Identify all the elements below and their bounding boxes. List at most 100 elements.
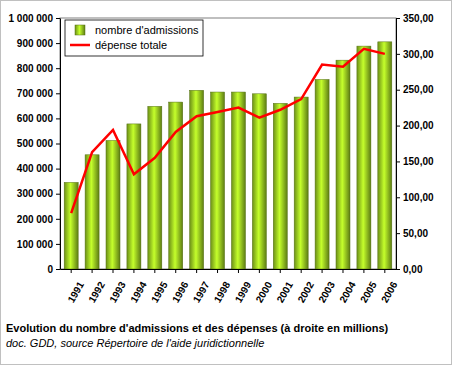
tick-mark [384, 269, 385, 273]
tick-mark [113, 269, 114, 273]
tick: 150,00 [396, 156, 434, 167]
bar [378, 42, 392, 269]
tick-label: 600 000 [17, 113, 54, 124]
legend-box [65, 20, 203, 56]
tick-mark [301, 269, 302, 273]
bar [315, 79, 329, 269]
tick-label: 2003 [316, 279, 337, 304]
legend-label: dépense totale [95, 39, 167, 51]
chart: 0100 000200 000300 000400 000500 000600 … [0, 0, 452, 365]
tick: 200,00 [396, 120, 434, 131]
tick: 2003 [316, 269, 337, 305]
tick-mark [56, 118, 60, 119]
tick-mark [196, 269, 197, 273]
tick: 350,00 [396, 13, 434, 24]
axis-line [396, 19, 397, 270]
legend-label: nombre d'admissions [95, 24, 199, 36]
tick: 2001 [274, 269, 295, 305]
bar [252, 94, 266, 269]
tick: 1994 [128, 269, 149, 305]
tick: 1991 [65, 269, 86, 305]
tick-label: 0 [47, 264, 53, 275]
tick-label: 2004 [337, 279, 358, 304]
tick-mark [396, 126, 400, 127]
tick-mark [71, 269, 72, 273]
tick-label: 1992 [86, 279, 107, 304]
tick-label: 1995 [149, 279, 170, 304]
tick-label: 2002 [295, 279, 316, 304]
tick: 1997 [191, 269, 212, 305]
tick: 800 000 [17, 63, 60, 74]
bar [294, 97, 308, 269]
tick: 2004 [337, 269, 358, 305]
tick-label: 1996 [170, 279, 191, 304]
tick: 2000 [254, 269, 275, 305]
tick: 2005 [358, 269, 379, 305]
tick-label: 200,00 [403, 120, 434, 131]
tick-label: 1999 [233, 279, 254, 304]
tick-mark [56, 18, 60, 19]
tick: 1992 [86, 269, 107, 305]
tick: 1993 [107, 269, 128, 305]
plot: 0100 000200 000300 000400 000500 000600 … [9, 13, 435, 305]
marks [64, 42, 392, 269]
bar [106, 140, 120, 269]
subtitle: doc. GDD, source Répertoire de l'aide ju… [6, 337, 264, 349]
tick: 100 000 [17, 239, 60, 250]
y2-axis: 0,0050,00100,00150,00200,00250,00300,003… [396, 13, 434, 275]
axis-line [61, 269, 397, 270]
tick-label: 0,00 [403, 264, 423, 275]
tick-label: 900 000 [17, 38, 54, 49]
tick-label: 350,00 [403, 13, 434, 24]
tick-label: 1994 [128, 279, 149, 304]
tick-mark [217, 269, 218, 273]
tick-mark [56, 244, 60, 245]
tick-mark [154, 269, 155, 273]
legend: nombre d'admissions dépense totale [65, 20, 203, 56]
tick-mark [56, 144, 60, 145]
tick: 100,00 [396, 192, 434, 203]
bar [357, 46, 371, 269]
tick-mark [56, 194, 60, 195]
tick-label: 800 000 [17, 63, 54, 74]
title: Evolution du nombre d'admissions et des … [6, 322, 389, 334]
tick-label: 1998 [212, 279, 233, 304]
bar [273, 103, 287, 269]
axis-line [60, 19, 61, 270]
tick-mark [396, 90, 400, 91]
y-axis: 0100 000200 000300 000400 000500 000600 … [9, 13, 61, 275]
tick-mark [92, 269, 93, 273]
tick-label: 1997 [191, 279, 212, 304]
tick-mark [322, 269, 323, 273]
tick-mark [342, 269, 343, 273]
tick-label: 500 000 [17, 138, 54, 149]
tick-mark [56, 269, 60, 270]
tick-mark [396, 161, 400, 162]
bar [336, 60, 350, 269]
tick-mark [396, 18, 400, 19]
x-axis: 1991199219931994199519961997199819992000… [61, 269, 400, 305]
bar [85, 155, 99, 269]
tick: 0,00 [396, 264, 423, 275]
tick: 250,00 [396, 84, 434, 95]
legend-swatch [70, 44, 90, 47]
bar [231, 92, 245, 269]
tick-label: 250,00 [403, 84, 434, 95]
tick: 2002 [295, 269, 316, 305]
tick-mark [238, 269, 239, 273]
tick: 400 000 [17, 163, 60, 174]
tick-mark [56, 43, 60, 44]
tick-label: 1993 [107, 279, 128, 304]
tick-mark [56, 169, 60, 170]
tick-mark [133, 269, 134, 273]
tick-mark [280, 269, 281, 273]
tick: 50,00 [396, 228, 428, 239]
tick: 1998 [212, 269, 233, 305]
tick-label: 2000 [254, 279, 275, 304]
tick: 600 000 [17, 113, 60, 124]
tick-label: 400 000 [17, 163, 54, 174]
tick-mark [363, 269, 364, 273]
tick: 0 [47, 264, 60, 275]
tick-mark [175, 269, 176, 273]
tick: 500 000 [17, 138, 60, 149]
